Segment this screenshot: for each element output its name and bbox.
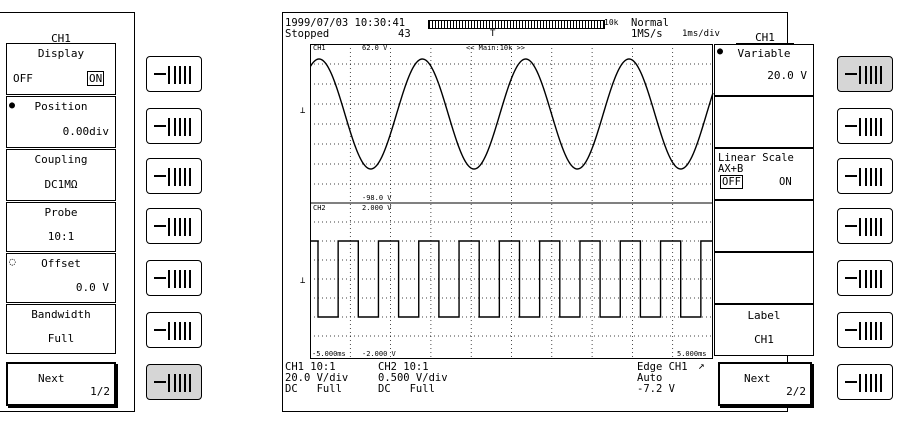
ch1-top-scale: 62.0 V — [362, 44, 388, 52]
softkey-5-left[interactable] — [146, 260, 202, 296]
waveform-area — [310, 44, 714, 359]
softkey-7-right[interactable] — [837, 364, 893, 400]
main-zoom-label: << Main:10k >> — [466, 44, 526, 52]
bandwidth-value: Full — [47, 332, 75, 345]
label-menu-item[interactable]: Label CH1 — [714, 304, 814, 356]
timebase: 1ms/div — [682, 29, 720, 39]
rising-edge-icon: ↗ — [698, 359, 705, 372]
coupling-value: DC1MΩ — [44, 178, 78, 191]
ch2-square-trace — [310, 240, 713, 318]
ch1-sine-trace — [310, 58, 714, 170]
softkey-1-left[interactable] — [146, 56, 202, 92]
knob-outline-icon: ◌ — [9, 255, 16, 268]
softkey-3-right[interactable] — [837, 158, 893, 194]
next-label: Next — [38, 372, 65, 385]
linear-scale-on: ON — [779, 176, 792, 188]
variable-label: Variable — [737, 47, 791, 60]
next-button-right[interactable]: Next 2/2 — [718, 362, 812, 406]
ch2-ground-marker: ⊥ — [300, 276, 306, 286]
ch1-ground-marker: ⊥ — [300, 106, 306, 116]
left-menu-title-text: CH1 — [51, 32, 71, 45]
ch2-probe-status: CH2 10:1 — [378, 361, 429, 373]
coupling-label: Coupling — [34, 153, 88, 166]
next-button-left[interactable]: Next 1/2 — [6, 362, 116, 406]
linear-scale-off-selected: OFF — [720, 175, 743, 189]
softkey-2-left[interactable] — [146, 108, 202, 144]
offset-label: Offset — [41, 257, 81, 270]
trigger-type: Edge CH1 — [637, 361, 688, 373]
blank-menu-item-1 — [714, 96, 814, 148]
variable-value: 20.0 V — [767, 69, 807, 82]
right-menu-title: CH1 — [716, 31, 814, 44]
knob-icon-right: ● — [717, 46, 724, 57]
bandwidth-label: Bandwidth — [31, 308, 91, 321]
time-right: 5.000ms — [677, 350, 707, 358]
ch2-top-scale: 2.000 V — [362, 204, 392, 212]
softkey-5-right[interactable] — [837, 260, 893, 296]
ch1-vdiv: 20.0 V/div — [285, 372, 349, 384]
softkey-4-right[interactable] — [837, 208, 893, 244]
ch1-coupling-status: DC Full — [285, 383, 342, 395]
position-label: Position — [34, 100, 88, 113]
display-menu-item[interactable]: Display OFF ON — [6, 43, 116, 95]
position-value: 0.00div — [62, 125, 109, 138]
ch1-probe-status: CH1 10:1 — [285, 361, 336, 373]
offset-menu-item[interactable]: ◌ Offset 0.0 V — [6, 253, 116, 303]
record-length: 10k — [604, 18, 619, 27]
trigger-mode-status: Auto — [637, 372, 663, 384]
label-value: CH1 — [754, 333, 774, 346]
sample-rate: 1MS/s — [631, 28, 663, 40]
next-page: 1/2 — [90, 385, 110, 398]
time-left: -5.000ms — [312, 350, 346, 358]
record-position-bar — [428, 20, 605, 29]
softkey-7-left-active[interactable] — [146, 364, 202, 400]
softkey-6-left[interactable] — [146, 312, 202, 348]
offset-value: 0.0 V — [75, 281, 109, 294]
acq-count: 43 — [398, 28, 411, 40]
title-underline-right — [736, 43, 794, 44]
label-label: Label — [747, 309, 781, 322]
acq-state: Stopped — [285, 28, 330, 40]
softkey-2-right[interactable] — [837, 108, 893, 144]
ch2-vdiv: 0.500 V/div — [378, 372, 448, 384]
ch2-label: CH2 — [313, 204, 326, 212]
variable-menu-item[interactable]: ● Variable 20.0 V — [714, 44, 814, 96]
bandwidth-menu-item[interactable]: Bandwidth Full — [6, 304, 116, 354]
ch1-bottom-scale: -98.0 V — [362, 194, 392, 202]
next-label-right: Next — [744, 372, 771, 385]
display-on-selected: ON — [87, 71, 105, 86]
softkey-1-right-active[interactable] — [837, 56, 893, 92]
probe-menu-item[interactable]: Probe 10:1 — [6, 202, 116, 252]
ch1-label: CH1 — [313, 44, 326, 52]
blank-menu-item-3 — [714, 252, 814, 304]
trigger-mode: Normal — [631, 17, 669, 29]
probe-value: 10:1 — [47, 230, 75, 243]
trigger-level: -7.2 V — [637, 383, 675, 395]
next-page-right: 2/2 — [786, 385, 806, 398]
blank-menu-item-2 — [714, 200, 814, 252]
probe-label: Probe — [44, 206, 78, 219]
softkey-4-left[interactable] — [146, 208, 202, 244]
ch2-bottom-scale: -2.000 V — [362, 350, 396, 358]
softkey-6-right[interactable] — [837, 312, 893, 348]
softkey-3-left[interactable] — [146, 158, 202, 194]
datetime: 1999/07/03 10:30:41 — [285, 17, 406, 29]
gridlines — [310, 44, 713, 359]
display-off: OFF — [13, 72, 33, 85]
coupling-menu-item[interactable]: Coupling DC1MΩ — [6, 149, 116, 201]
linear-scale-label: Linear Scale — [718, 152, 794, 164]
position-menu-item[interactable]: ● Position 0.00div — [6, 96, 116, 148]
knob-icon: ● — [9, 100, 16, 111]
linear-scale-formula: AX+B — [718, 163, 744, 175]
ch2-coupling-status: DC Full — [378, 383, 435, 395]
display-label: Display — [37, 47, 85, 60]
linear-scale-menu-item[interactable]: Linear Scale AX+B OFF ON — [714, 148, 814, 200]
trigger-position-marker: T — [490, 29, 496, 39]
right-menu-title-text: CH1 — [755, 31, 775, 44]
